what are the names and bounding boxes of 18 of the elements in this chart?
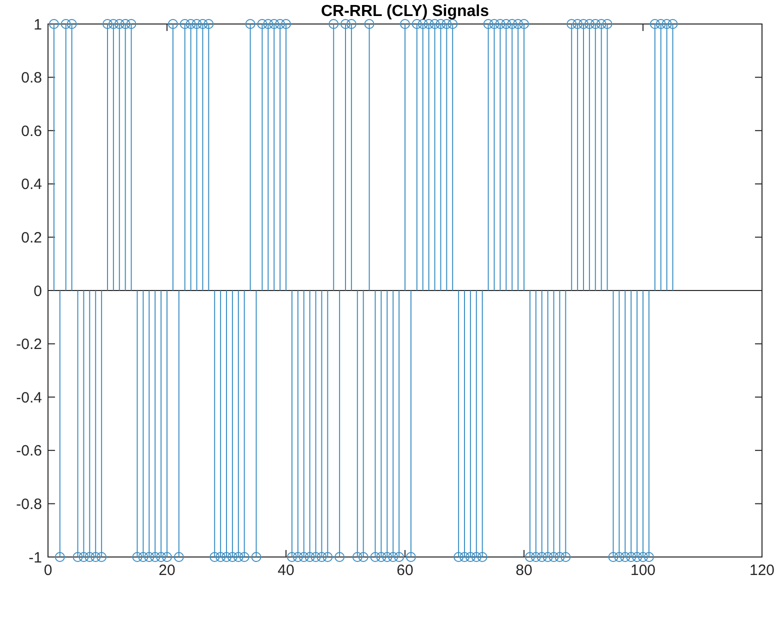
chart-title: CR-RRL (CLY) Signals — [320, 3, 490, 20]
y-tick-label: -0.2 — [16, 336, 42, 354]
x-tick-label: 100 — [630, 562, 656, 579]
y-tick-label: 0.8 — [21, 70, 42, 87]
x-tick-label: 60 — [396, 562, 414, 579]
y-tick-label: -1 — [28, 549, 42, 566]
y-tick-label: 0.2 — [21, 229, 42, 246]
x-tick-label: 20 — [158, 562, 176, 579]
y-tick-label: 1 — [34, 16, 42, 34]
y-tick-label: -0.8 — [16, 496, 42, 513]
y-tick-label: -0.6 — [16, 442, 42, 460]
x-tick-label: 120 — [749, 562, 775, 579]
x-tick-label: 80 — [516, 562, 532, 579]
y-tick-label: 0 — [34, 282, 42, 300]
x-tick-label: 40 — [278, 562, 294, 579]
y-tick-label: 0.6 — [21, 122, 42, 140]
y-tick-label: -0.4 — [16, 389, 42, 406]
y-tick-label: 0.4 — [21, 176, 42, 194]
